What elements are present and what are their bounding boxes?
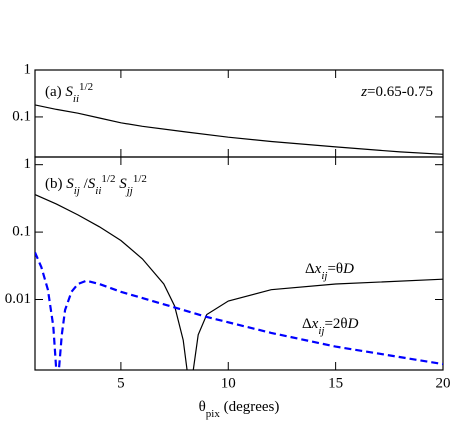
text-part: S [115,176,127,192]
text-part: D [347,316,359,332]
text-part: ij [318,325,324,337]
series-line [35,251,443,370]
text-part: S [66,176,74,192]
plot-frame [34,69,444,158]
text-part: pix [206,408,221,420]
x-axis-label: θpix (degrees) [199,399,280,419]
x-tick-label: 20 [436,375,450,391]
plot-area [35,194,443,370]
y-tick-label: 1 [24,156,32,172]
annotation: (b) Sij /Sii1/2 Sjj1/2 [45,173,147,197]
text-part: x [311,316,319,332]
x-tick-label: 10 [221,375,236,391]
text-part: ii [73,93,79,105]
text-part: ii [95,185,101,197]
annotation: Δxij=2θD [302,316,359,336]
y-tick-label: 1 [24,61,32,77]
text-part: (degrees) [220,399,280,415]
y-tick-label: 0.01 [5,291,31,307]
text-part: D [342,261,354,277]
text-part: (a) [45,84,65,100]
text-part: ij [74,185,80,197]
series-line [35,194,443,370]
x-tick-label: 15 [328,375,343,391]
text-part: 1/2 [133,173,147,185]
text-part: =2θ [324,316,347,332]
text-part: jj [125,185,133,197]
text-part: 1/2 [79,81,93,93]
annotation: z=0.65-0.75 [360,84,433,100]
series-line [35,104,443,155]
text-part: x [314,261,322,277]
y-tick-label: 0.1 [12,108,31,124]
text-part: z [360,84,367,100]
annotation: Δxij=θD [305,261,354,281]
text-part: S [88,176,96,192]
text-part: =θ [327,261,343,277]
x-tick-label: 5 [117,375,125,391]
plot-frame [34,156,444,371]
text-part: Δ [305,261,315,277]
y-tick-label: 0.1 [12,224,31,240]
text-part: 1/2 [101,173,115,185]
annotation: (a) Sii1/2 [45,81,93,105]
text-part: (b) [45,176,66,192]
text-part: θ [199,399,206,415]
text-part: Δ [302,316,312,332]
text-part: / [80,176,89,192]
plot-area [35,104,443,155]
text-part: S [65,84,73,100]
text-part: ij [321,270,327,282]
text-part: =0.65-0.75 [367,84,433,100]
